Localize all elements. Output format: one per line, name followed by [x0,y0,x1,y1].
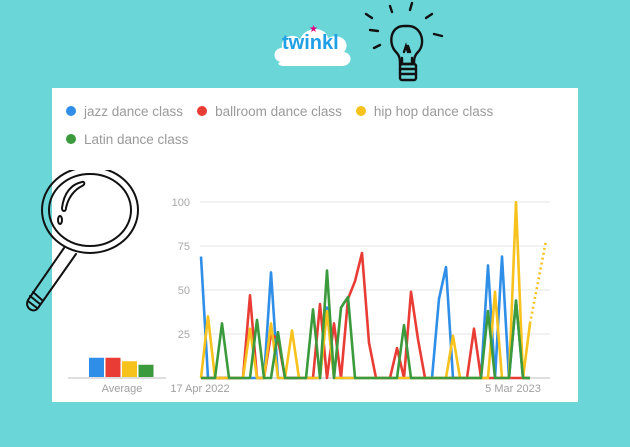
legend-item[interactable]: jazz dance class [66,100,183,122]
legend-item[interactable]: Latin dance class [66,128,188,150]
lightbulb-icon [364,1,444,82]
y-tick-label: 50 [178,285,190,297]
average-label: Average [102,383,143,395]
legend-label: Latin dance class [84,131,189,147]
y-tick-label: 100 [172,197,190,209]
x-tick-label: 5 Mar 2023 [485,383,541,395]
average-bar [122,361,137,377]
series-line [201,251,530,380]
average-bar [105,357,121,377]
logo-star-icon: ★ [309,24,318,35]
magnifying-glass-icon [26,170,139,312]
x-tick-label: 17 Apr 2022 [170,383,229,395]
average-bar [89,357,104,377]
legend-item[interactable]: hip hop dance class [355,100,494,122]
legend-dot-icon [66,134,76,144]
average-bar [138,364,154,377]
logo-text: twinkl [282,32,339,54]
partial-data-segment [528,240,548,324]
legend-label: ballroom dance class [215,103,342,119]
legend-item[interactable]: ballroom dance class [197,100,342,122]
chart-legend: jazz dance class ballroom dance class hip … [66,100,566,156]
legend-dot-icon [355,106,366,116]
y-tick-label: 25 [178,329,190,341]
series-line [199,255,530,380]
legend-dot-icon [66,106,76,116]
series-line [201,269,530,380]
legend-label: hip hop dance class [373,103,494,119]
y-tick-label: 75 [178,241,190,253]
legend-dot-icon [197,106,208,116]
legend-label: jazz dance class [84,103,184,119]
twinkl-logo: twinkl ★ [270,18,356,79]
